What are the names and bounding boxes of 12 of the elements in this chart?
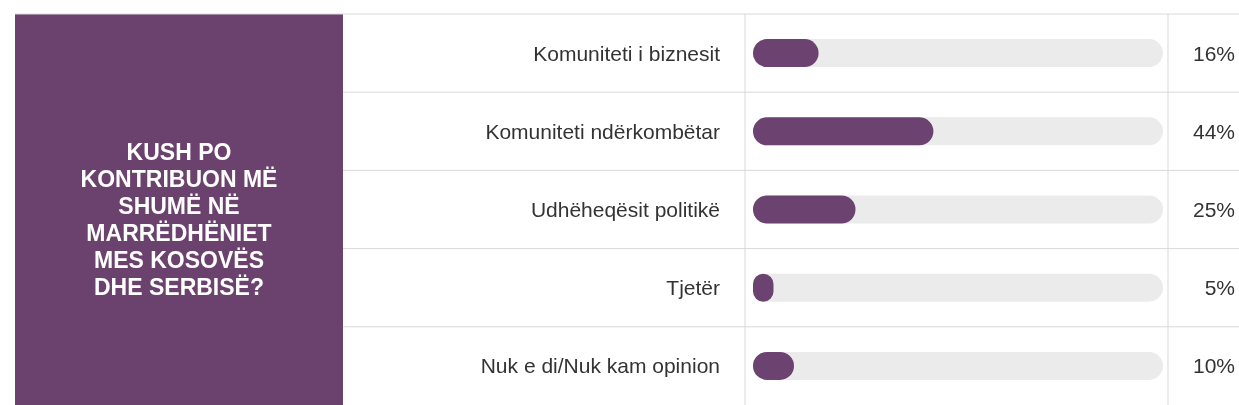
data-label: 44% (1192, 119, 1235, 143)
y-tick-label: Nuk e di/Nuk kam opinion (480, 354, 720, 378)
data-label: 25% (1192, 198, 1235, 221)
bar (753, 195, 856, 224)
data-label: 16% (1192, 41, 1235, 65)
y-tick-label: Komuniteti i biznesit (533, 41, 721, 65)
data-label: 5% (1204, 276, 1235, 300)
y-tick-label: Komuniteti ndërkombëtar (485, 119, 720, 143)
y-tick-label: Udhëheqësit politikë (530, 198, 720, 221)
data-label: 10% (1192, 354, 1235, 378)
y-tick-label: Tjetër (666, 276, 720, 300)
text: KUSH PO KONTRIBUON MË SHUMË NË MARRËDHËNIET MES KOSOVËS DHE SERBISË? (79, 138, 279, 301)
